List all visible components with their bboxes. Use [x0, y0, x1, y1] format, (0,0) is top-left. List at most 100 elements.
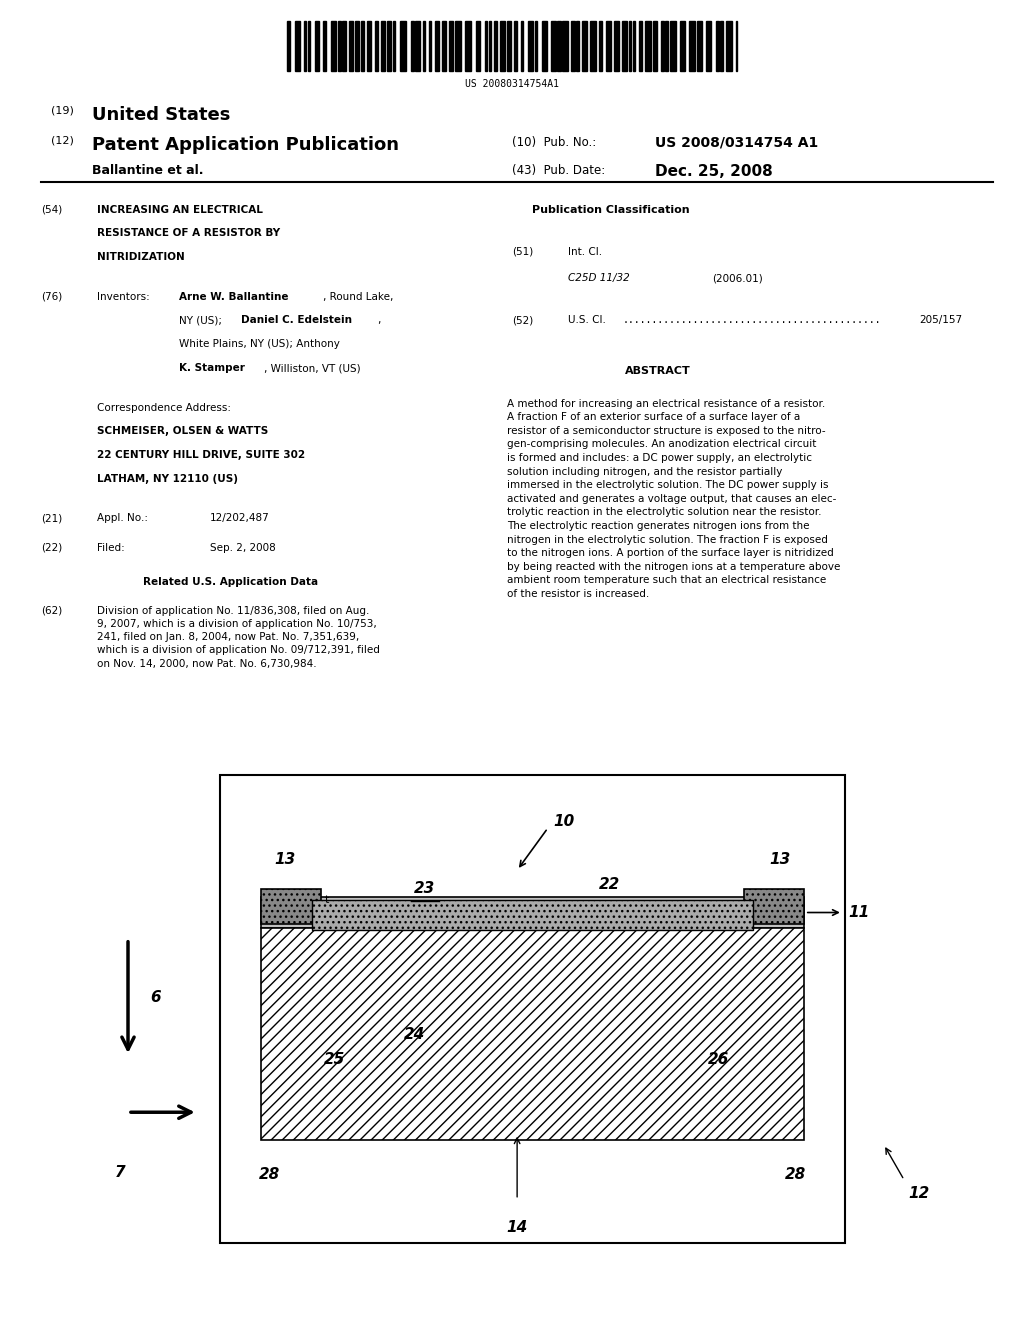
Bar	[261, 928, 804, 1140]
Bar	[295, 21, 300, 71]
Bar	[308, 21, 310, 71]
Bar	[508, 21, 511, 71]
Bar	[521, 21, 523, 71]
Text: Dec. 25, 2008: Dec. 25, 2008	[655, 164, 773, 178]
Text: Publication Classification: Publication Classification	[532, 205, 690, 215]
Text: SCHMEISER, OLSEN & WATTS: SCHMEISER, OLSEN & WATTS	[97, 426, 268, 437]
Text: LATHAM, NY 12110 (US): LATHAM, NY 12110 (US)	[97, 474, 239, 484]
Text: 205/157: 205/157	[920, 315, 963, 326]
Text: Filed:: Filed:	[97, 543, 125, 553]
Bar	[449, 21, 453, 71]
Text: 25: 25	[324, 1052, 345, 1068]
Bar	[670, 21, 676, 71]
Bar	[331, 21, 336, 71]
Text: (43)  Pub. Date:: (43) Pub. Date:	[512, 164, 605, 177]
Bar	[666, 21, 669, 71]
Text: 23: 23	[415, 882, 435, 896]
Text: (21): (21)	[41, 513, 62, 524]
Bar	[726, 21, 731, 71]
Text: 6: 6	[151, 990, 161, 1005]
Bar	[485, 21, 487, 71]
Text: U.S. Cl.: U.S. Cl.	[568, 315, 606, 326]
Bar	[653, 21, 656, 71]
Text: 13: 13	[769, 851, 791, 867]
Text: United States: United States	[92, 106, 230, 124]
Bar	[630, 21, 632, 71]
Text: Related U.S. Application Data: Related U.S. Application Data	[143, 577, 318, 587]
Bar	[696, 21, 702, 71]
Text: White Plains, NY (US); Anthony: White Plains, NY (US); Anthony	[179, 339, 340, 350]
Bar	[689, 21, 695, 71]
Bar	[536, 21, 538, 71]
Text: t: t	[325, 895, 329, 904]
Text: , Round Lake,: , Round Lake,	[323, 292, 393, 302]
Text: Sep. 2, 2008: Sep. 2, 2008	[210, 543, 275, 553]
Text: (52): (52)	[512, 315, 534, 326]
Text: RESISTANCE OF A RESISTOR BY: RESISTANCE OF A RESISTOR BY	[97, 228, 281, 239]
Text: US 20080314754A1: US 20080314754A1	[465, 79, 559, 90]
Bar	[349, 21, 352, 71]
Bar	[423, 21, 425, 71]
Text: NITRIDIZATION: NITRIDIZATION	[97, 252, 185, 263]
Bar	[416, 21, 420, 71]
Bar	[744, 888, 804, 924]
Text: Patent Application Publication: Patent Application Publication	[92, 136, 399, 154]
Text: NY (US);: NY (US);	[179, 315, 222, 326]
Text: A method for increasing an electrical resistance of a resistor.
A fraction F of : A method for increasing an electrical re…	[507, 399, 841, 599]
Bar	[393, 21, 395, 71]
Bar	[494, 21, 498, 71]
Bar	[571, 21, 574, 71]
Text: Int. Cl.: Int. Cl.	[568, 247, 602, 257]
Bar	[411, 21, 414, 71]
Text: Inventors:: Inventors:	[97, 292, 151, 302]
Text: 14: 14	[507, 1220, 527, 1234]
Text: 11: 11	[848, 906, 869, 920]
Bar	[721, 21, 723, 71]
Text: (10)  Pub. No.:: (10) Pub. No.:	[512, 136, 596, 149]
Bar	[706, 21, 711, 71]
Bar	[342, 21, 346, 71]
Text: 22 CENTURY HILL DRIVE, SUITE 302: 22 CENTURY HILL DRIVE, SUITE 302	[97, 450, 305, 461]
Bar	[680, 21, 685, 71]
Text: ,: ,	[377, 315, 380, 326]
Bar	[633, 21, 635, 71]
Bar	[716, 21, 719, 71]
Bar	[304, 21, 306, 71]
Bar	[577, 21, 580, 71]
Bar	[591, 21, 596, 71]
Bar	[435, 21, 438, 71]
Bar	[639, 21, 642, 71]
Text: INCREASING AN ELECTRICAL: INCREASING AN ELECTRICAL	[97, 205, 263, 215]
Text: 22: 22	[599, 876, 620, 891]
Bar	[614, 21, 620, 71]
Bar	[400, 21, 407, 71]
Text: 7: 7	[115, 1166, 125, 1180]
Bar	[442, 21, 445, 71]
Text: ............................................: ........................................…	[623, 315, 881, 326]
Text: (54): (54)	[41, 205, 62, 215]
Bar	[551, 21, 556, 71]
Bar	[476, 21, 480, 71]
Text: 12: 12	[908, 1185, 930, 1201]
Text: (2006.01): (2006.01)	[712, 273, 763, 284]
Bar	[465, 21, 471, 71]
Bar	[367, 21, 371, 71]
Bar	[562, 21, 568, 71]
Bar	[455, 21, 461, 71]
Bar	[375, 21, 378, 71]
Text: (22): (22)	[41, 543, 62, 553]
Text: 24: 24	[404, 1027, 425, 1041]
Bar	[387, 21, 391, 71]
Bar	[428, 21, 431, 71]
Bar	[514, 21, 516, 71]
Text: US 2008/0314754 A1: US 2008/0314754 A1	[655, 136, 818, 150]
Text: 12/202,487: 12/202,487	[210, 513, 269, 524]
Text: Correspondence Address:: Correspondence Address:	[97, 403, 231, 413]
Bar	[287, 21, 290, 71]
Text: K. Stamper: K. Stamper	[179, 363, 245, 374]
Bar	[500, 21, 505, 71]
Text: 28: 28	[785, 1167, 806, 1181]
Text: 26: 26	[709, 1052, 729, 1068]
Bar	[489, 21, 492, 71]
Text: (19): (19)	[51, 106, 74, 116]
